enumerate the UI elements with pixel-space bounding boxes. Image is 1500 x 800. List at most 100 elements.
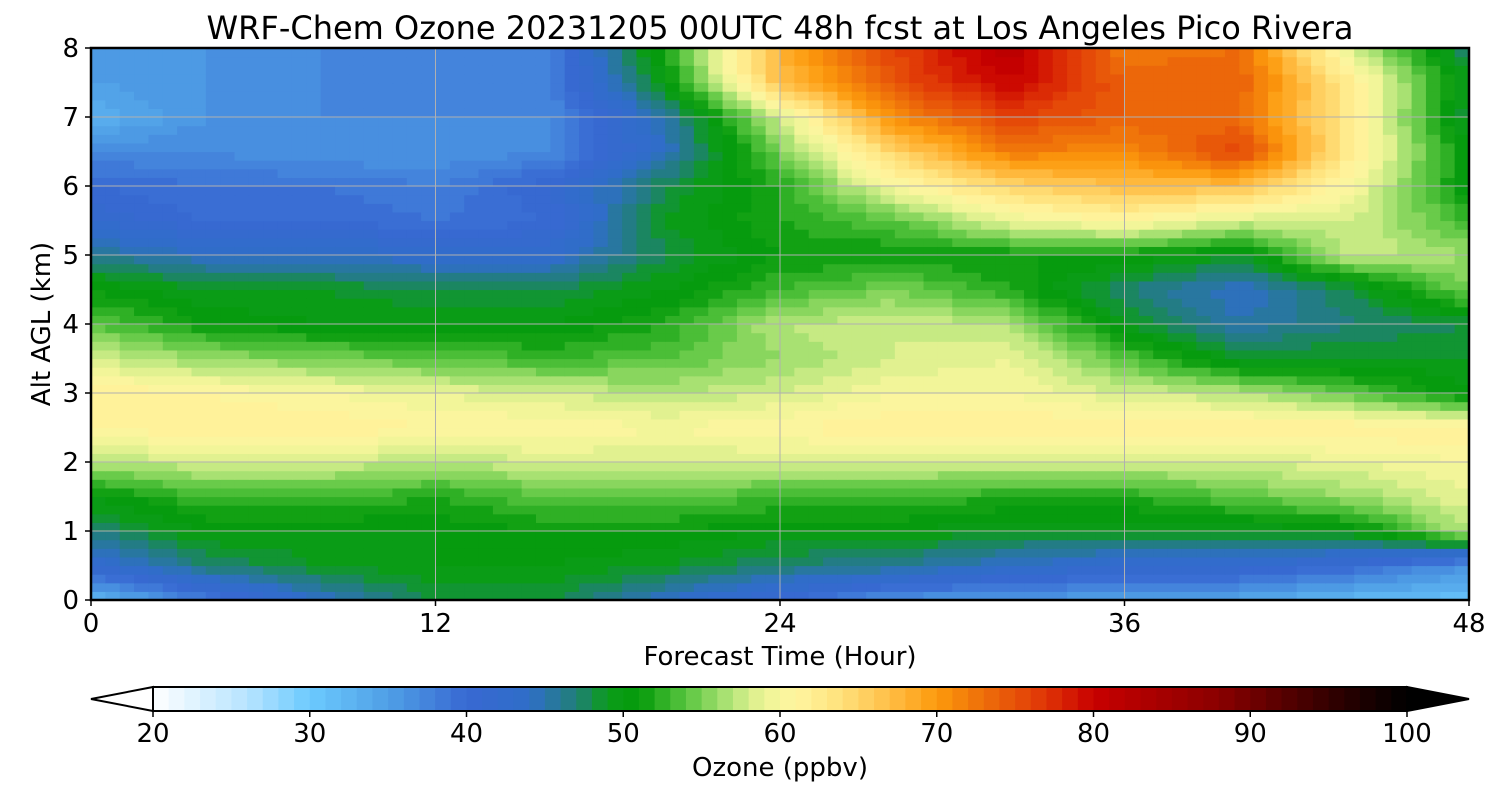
heatmap-cell [1181,393,1197,403]
heatmap-cell [449,168,465,178]
heatmap-cell [636,194,652,204]
heatmap-cell [1095,367,1111,377]
heatmap-cell [823,194,839,204]
heatmap-cell [205,436,221,446]
heatmap-cell [464,151,480,161]
heatmap-cell [392,160,408,170]
heatmap-cell [378,255,394,265]
heatmap-cell [291,539,307,549]
heatmap-cell [1411,418,1427,429]
heatmap-cell [1239,513,1255,523]
heatmap-cell [736,487,752,498]
heatmap-cell [1397,522,1413,532]
heatmap-cell [1282,384,1298,394]
heatmap-cell [1124,418,1140,429]
heatmap-cell [780,436,795,446]
heatmap-cell [263,315,279,325]
heatmap-cell [937,487,953,498]
heatmap-cell [205,462,221,472]
heatmap-cell [1440,418,1456,429]
heatmap-cell [521,324,537,334]
heatmap-cell [1038,436,1054,446]
heatmap-cell [392,410,408,420]
heatmap-cell [736,341,752,351]
heatmap-cell [679,349,695,360]
heatmap-cell [693,427,709,437]
heatmap-cell [1296,505,1312,515]
heatmap-cell [148,574,164,584]
heatmap-cell [780,168,795,178]
heatmap-cell [363,203,379,213]
heatmap-cell [1354,470,1370,480]
heatmap-cell [91,186,106,196]
heatmap-cell [880,168,896,178]
heatmap-cell [736,410,752,420]
heatmap-cell [119,582,135,592]
heatmap-cell [708,203,724,213]
heatmap-cell [478,418,494,429]
heatmap-cell [363,462,379,472]
heatmap-cell [607,462,623,472]
heatmap-cell [535,177,551,187]
heatmap-cell [205,487,221,498]
heatmap-cell [335,332,350,342]
heatmap-cell [234,358,250,368]
heatmap-cell [421,410,437,420]
heatmap-cell [1339,375,1355,385]
heatmap-cell [550,151,566,161]
heatmap-cell [751,384,767,394]
heatmap-cell [1038,306,1054,316]
heatmap-cell [1196,427,1212,437]
heatmap-cell [995,194,1011,204]
heatmap-cell [1167,246,1183,256]
heatmap-cell [679,453,695,463]
heatmap-cell [248,203,264,213]
heatmap-cell [1368,470,1384,480]
heatmap-cell [794,513,810,523]
heatmap-cell [234,591,250,601]
heatmap-cell [780,444,795,454]
heatmap-cell [579,194,594,204]
heatmap-cell [1411,539,1427,549]
heatmap-cell [722,505,738,515]
heatmap-cell [995,220,1011,230]
heatmap-cell [449,470,465,480]
heatmap-cell [1196,324,1212,334]
heatmap-cell [1224,401,1240,411]
heatmap-cell [751,410,767,420]
heatmap-cell [220,539,236,549]
heatmap-cell [349,479,365,489]
heatmap-cell [1110,315,1126,325]
heatmap-cell [162,496,178,506]
heatmap-cell [823,479,839,489]
heatmap-cell [105,410,121,420]
heatmap-cell [1411,462,1427,472]
heatmap-cell [177,522,193,532]
heatmap-cell [923,548,939,558]
heatmap-cell [1268,513,1283,523]
heatmap-cell [464,160,480,170]
heatmap-cell [693,203,709,213]
heatmap-cell [622,375,638,385]
heatmap-cell [1095,496,1111,506]
heatmap-cell [234,341,250,351]
heatmap-cell [507,393,523,403]
heatmap-cell [435,513,451,523]
heatmap-cell [1411,332,1427,342]
heatmap-cell [421,453,437,463]
heatmap-cell [1095,220,1111,230]
heatmap-cell [851,496,867,506]
heatmap-cell [1138,332,1154,342]
heatmap-cell [937,298,953,308]
heatmap-cell [277,556,293,567]
heatmap-cell [909,418,925,429]
heatmap-cell [780,229,795,239]
heatmap-cell [923,280,939,291]
heatmap-cell [119,168,135,178]
heatmap-cell [1095,531,1111,541]
heatmap-cell [378,470,394,480]
heatmap-cell [952,306,968,316]
heatmap-cell [636,324,652,334]
heatmap-cell [1067,548,1083,558]
heatmap-cell [780,548,795,558]
